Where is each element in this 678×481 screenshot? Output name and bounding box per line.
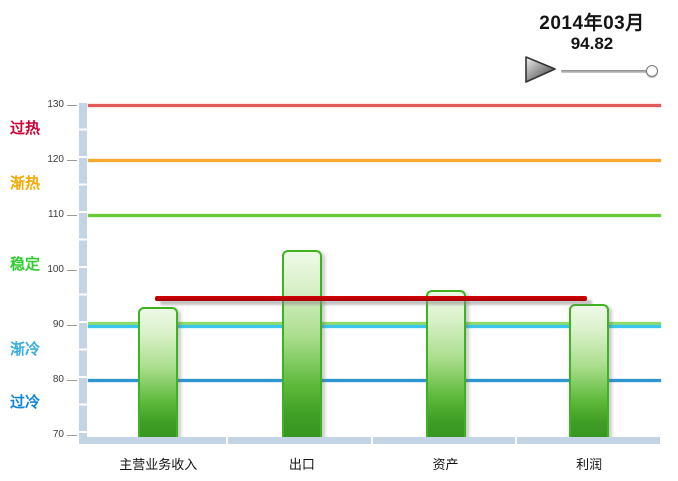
- play-button[interactable]: [524, 55, 558, 85]
- reference-line: [155, 295, 587, 301]
- zone-line-130: [88, 103, 661, 107]
- y-tick-label: 120: [47, 154, 64, 165]
- zone-label: 过热: [10, 120, 41, 137]
- slider-handle[interactable]: [646, 65, 658, 77]
- category-label: 利润: [576, 457, 603, 472]
- x-axis-band-segment: [227, 437, 371, 444]
- zone-label: 过冷: [10, 394, 41, 411]
- category-label: 主营业务收入: [119, 457, 198, 472]
- zone-label: 渐冷: [10, 341, 41, 358]
- zone-line-90: [88, 325, 661, 328]
- y-tick-mark: [67, 325, 77, 326]
- y-tick-mark: [67, 160, 77, 161]
- bar-资产: [425, 289, 466, 438]
- y-tick-label: 90: [52, 319, 64, 330]
- y-tick-label: 70: [52, 429, 64, 440]
- play-triangle-icon: [525, 56, 556, 83]
- y-tick-label: 130: [47, 99, 64, 110]
- y-tick-label: 110: [48, 209, 64, 220]
- y-tick-label: 100: [47, 264, 64, 275]
- slider-track[interactable]: [561, 70, 658, 73]
- y-tick-mark: [67, 270, 77, 271]
- y-tick-mark: [67, 105, 77, 106]
- bar-主营业务收入: [138, 306, 179, 438]
- zone-label: 稳定: [10, 256, 41, 273]
- category-label: 出口: [288, 457, 315, 472]
- y-tick-mark: [67, 215, 77, 216]
- y-tick-mark: [67, 380, 77, 381]
- zone-line-120: [88, 158, 661, 162]
- zone-label: 渐热: [10, 175, 41, 192]
- bar-出口: [281, 250, 322, 438]
- period-label: 2014年03月: [539, 13, 645, 34]
- zone-line-90: [88, 322, 661, 325]
- x-axis-band-segment: [372, 437, 516, 444]
- y-tick-mark: [67, 435, 77, 436]
- category-label: 资产: [432, 457, 459, 472]
- y-tick-label: 80: [52, 374, 64, 385]
- zone-line-110: [88, 213, 661, 217]
- y-axis-band: [79, 103, 87, 444]
- zone-line-80: [88, 378, 661, 382]
- x-axis-band-segment: [83, 437, 226, 444]
- bar-利润: [569, 303, 610, 438]
- index-value: 94.82: [570, 34, 614, 53]
- x-axis-band-segment: [517, 437, 660, 444]
